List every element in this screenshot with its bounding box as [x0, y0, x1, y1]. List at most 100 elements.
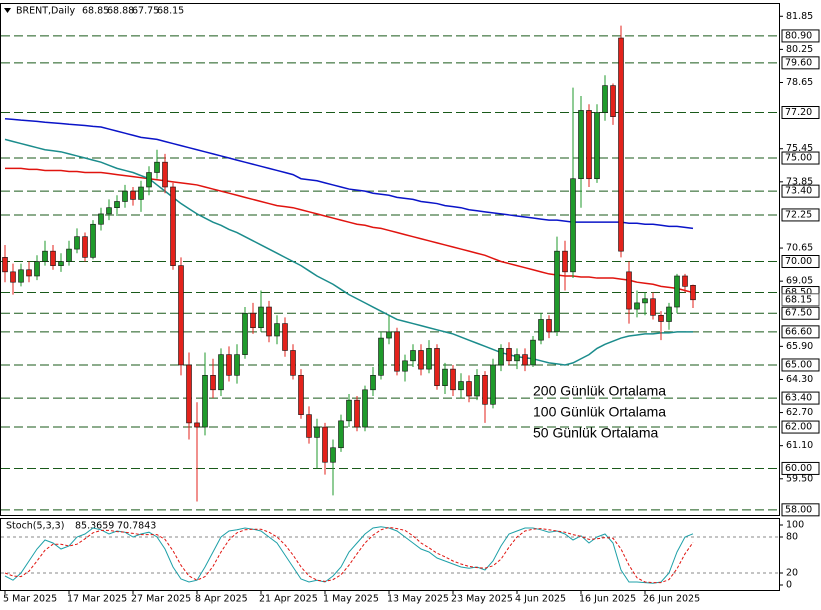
level-label-box	[781, 106, 820, 120]
candle-body	[34, 261, 40, 277]
level-label: 79.60	[785, 57, 812, 68]
y-tick-label: 78.65	[786, 77, 813, 88]
stoch-line	[4, 526, 694, 584]
candle-body	[642, 298, 648, 304]
candle-body	[74, 236, 80, 250]
candle-body	[554, 250, 560, 333]
candle-body	[210, 375, 216, 391]
candle-body	[490, 364, 496, 405]
y-tick-label: 73.85	[786, 176, 813, 187]
candle-body	[362, 389, 368, 428]
candle-body	[274, 323, 280, 337]
candle-body	[562, 250, 568, 273]
candle-body	[290, 350, 296, 376]
moving-average-line	[5, 167, 694, 294]
candle-body	[610, 85, 616, 117]
x-tick-label: 4 Jun 2025	[515, 594, 566, 605]
level-label-box	[781, 151, 820, 165]
current-price-label: 68.15	[785, 294, 812, 305]
candle-body	[122, 190, 128, 202]
candle-body	[650, 298, 656, 316]
level-label: 75.00	[785, 153, 812, 164]
candle-body	[106, 207, 112, 215]
candle-body	[250, 312, 256, 329]
candle-body	[226, 354, 232, 376]
candle-body	[522, 354, 528, 366]
candle-body	[2, 257, 8, 273]
candle-body	[186, 364, 192, 424]
y-tick-label: 69.05	[786, 276, 813, 287]
candle-body	[402, 360, 408, 372]
candle-body	[266, 306, 272, 337]
level-label-box	[781, 208, 820, 222]
level-label-box	[781, 306, 820, 320]
y-tick-label: 0	[786, 580, 792, 591]
level-label: 77.20	[785, 107, 812, 118]
current-price-box	[781, 293, 820, 307]
candle-body	[330, 447, 336, 463]
x-tick-label: 16 Jun 2025	[579, 594, 636, 605]
candle-body	[162, 161, 168, 188]
x-tick-label: 1 May 2025	[323, 594, 379, 605]
candle-body	[346, 399, 352, 422]
candle-body	[394, 331, 400, 372]
level-label-box	[781, 420, 820, 434]
legend-entry: 200 Günlük Ortalama	[533, 383, 666, 399]
candle-body	[82, 236, 88, 258]
level-label: 67.50	[785, 308, 812, 319]
x-tick-label: 23 May 2025	[451, 594, 513, 605]
x-tick-label: 8 Apr 2025	[195, 594, 248, 605]
candle-body	[306, 414, 312, 438]
candle-body	[58, 261, 64, 266]
level-label-box	[781, 255, 820, 268]
level-label: 70.00	[785, 256, 812, 267]
candle-body	[66, 248, 72, 262]
y-tick-label: 70.65	[786, 243, 813, 254]
legend-entry: 100 Günlük Ortalama	[533, 404, 666, 420]
y-tick-label: 59.50	[786, 473, 813, 484]
stoch-panel	[0, 518, 780, 591]
main-panel	[0, 3, 780, 516]
x-tick-label: 21 Apr 2025	[259, 594, 318, 605]
x-tick-label: 5 Mar 2025	[3, 594, 57, 605]
level-label-box	[781, 56, 820, 70]
candle-body	[10, 271, 16, 283]
level-label-box	[781, 391, 820, 405]
candle-body	[26, 269, 32, 277]
level-label-box	[781, 29, 820, 43]
candle-body	[234, 354, 240, 376]
candle-body	[170, 186, 176, 266]
candle-body	[658, 315, 664, 322]
level-label: 73.40	[785, 186, 812, 197]
level-label-box	[781, 503, 820, 517]
candle-body	[50, 250, 56, 266]
level-label-box	[781, 184, 820, 198]
x-tick-label: 13 May 2025	[387, 594, 449, 605]
candle-body	[202, 375, 208, 428]
level-label: 65.00	[785, 359, 812, 370]
close-value: 68.15	[157, 6, 184, 17]
candle-body	[18, 269, 24, 283]
candle-body	[354, 399, 360, 428]
candle-body	[418, 350, 424, 370]
open-value: 68.85	[82, 6, 109, 17]
candle-body	[90, 223, 96, 258]
candle-body	[450, 368, 456, 391]
level-label: 62.00	[785, 422, 812, 433]
y-tick-label: 80	[786, 532, 798, 543]
y-tick-label: 80.25	[786, 44, 813, 55]
level-label: 58.00	[785, 504, 812, 515]
stoch-signal-value: 70.7843	[117, 521, 156, 532]
candle-body	[474, 375, 480, 397]
candle-body	[506, 348, 512, 362]
candle-body	[314, 426, 320, 438]
candle-body	[146, 172, 152, 188]
level-label: 80.90	[785, 30, 812, 41]
level-label-box	[781, 325, 820, 339]
candle-body	[682, 275, 688, 287]
candle-body	[626, 271, 632, 310]
candle-body	[578, 110, 584, 180]
y-tick-label: 64.30	[786, 374, 813, 385]
